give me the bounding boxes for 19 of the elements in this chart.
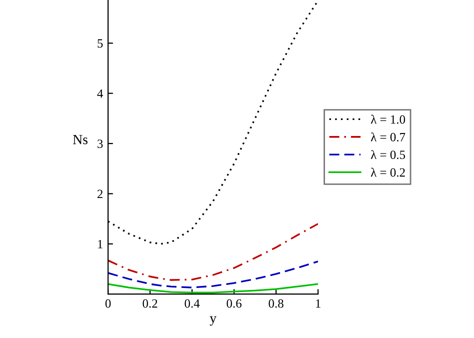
y-tick-label: 5 <box>98 39 103 48</box>
y-tick-label: 1 <box>98 240 102 248</box>
legend-label: λ = 1.0 <box>370 114 406 124</box>
y-tick-label: 2 <box>98 190 103 198</box>
x-tick-label: 1 <box>316 299 320 308</box>
legend-label: λ = 0.2 <box>370 168 405 177</box>
x-axis-title: y <box>210 316 216 326</box>
x-tick-label: 0.8 <box>268 299 284 308</box>
y-tick-label: 3 <box>98 140 103 148</box>
line-series <box>108 260 318 288</box>
y-axis-title: Ns <box>72 134 88 144</box>
legend-label: λ = 0.7 <box>370 132 406 142</box>
x-tick-label: 0.2 <box>142 299 158 308</box>
x-tick-label: 0.4 <box>184 299 200 308</box>
x-tick-label: 0 <box>105 299 111 308</box>
legend-label: λ = 0.5 <box>370 150 406 160</box>
x-tick-label: 0.6 <box>226 299 242 308</box>
y-tick-label: 4 <box>97 89 104 98</box>
line-series <box>108 222 318 281</box>
